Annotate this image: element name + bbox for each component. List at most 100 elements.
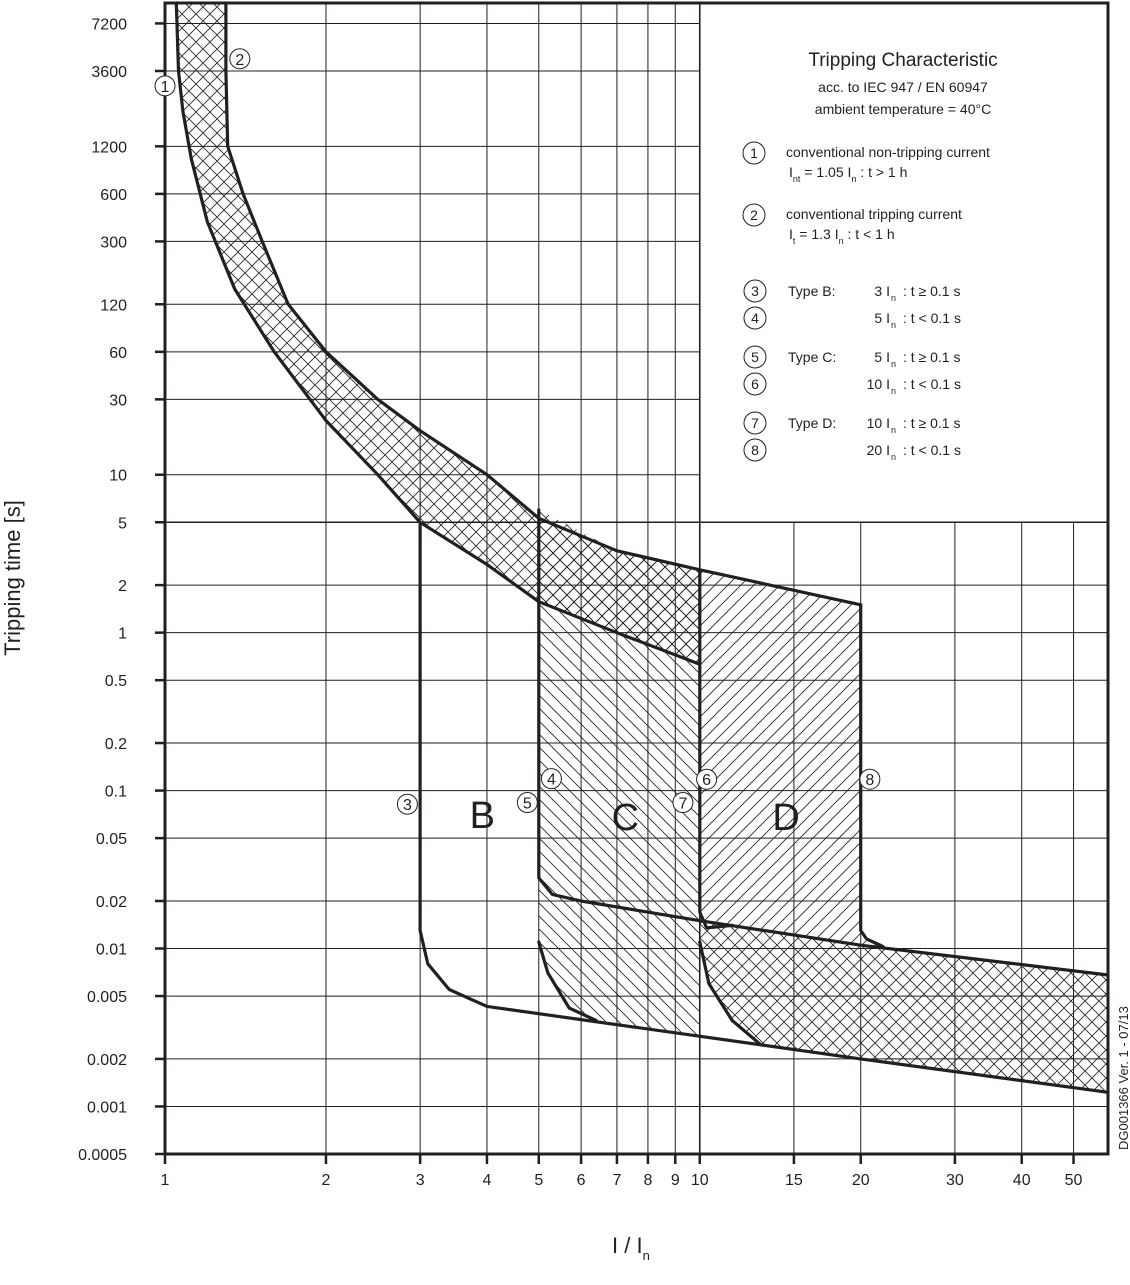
x-tick-label: 6 — [577, 1172, 586, 1189]
legend-type-item-6-number: 6 — [751, 376, 759, 392]
type-d-hatch — [699, 569, 883, 947]
y-tick-label: 60 — [109, 345, 127, 362]
legend-subscript: n — [891, 425, 896, 435]
legend-condition: : t ≥ 0.1 s — [903, 415, 960, 431]
legend-subscript: n — [891, 320, 896, 330]
y-tick-label: 0.01 — [96, 942, 127, 959]
plot-frame — [163, 1, 1110, 1156]
curve-type-d-lower — [698, 940, 763, 1047]
y-tick-label: 0.0005 — [78, 1147, 127, 1164]
x-tick-label: 2 — [322, 1172, 331, 1189]
marker-circle — [154, 75, 176, 97]
legend-subscript: n — [891, 452, 896, 462]
legend-item-1-circle — [742, 141, 766, 165]
legend-type-label: Type B: — [788, 283, 835, 299]
legend-type-label: Type C: — [788, 349, 836, 365]
legend-subtitle: acc. to IEC 947 / EN 60947 — [818, 79, 988, 95]
x-tick-label: 20 — [852, 1172, 870, 1189]
formula-part: I — [789, 226, 793, 242]
legend-subscript: n — [891, 293, 896, 303]
marker-number: 3 — [403, 797, 412, 814]
y-tick-label: 0.1 — [105, 784, 127, 801]
x-tick-label: 7 — [612, 1172, 621, 1189]
x-tick-label: 10 — [691, 1172, 709, 1189]
legend-item-2-circle — [742, 203, 766, 227]
x-tick-label: 30 — [946, 1172, 964, 1189]
legend-type-item-7-circle — [743, 411, 767, 435]
legend-condition: : t ≥ 0.1 s — [903, 283, 960, 299]
x-axis-label-sub: n — [643, 1248, 650, 1263]
y-tick-label: 1200 — [91, 139, 127, 156]
legend-condition: : t < 0.1 s — [903, 442, 961, 458]
curve-type-c-lower — [537, 940, 598, 1023]
legend-item-formula: It = 1.3 In : t < 1 h — [789, 226, 895, 246]
x-tick-label: 50 — [1065, 1172, 1083, 1189]
legend-type-item-3-circle — [743, 279, 767, 303]
marker-circle — [859, 768, 881, 790]
x-tick-label: 1 — [161, 1172, 170, 1189]
subscript: n — [851, 174, 856, 184]
legend-multiplier: 10 I — [867, 376, 890, 392]
curve-type-b — [418, 520, 1110, 1094]
legend-multiplier: 5 I — [874, 310, 890, 326]
marker-circle — [672, 792, 694, 814]
x-tick-label: 4 — [483, 1172, 492, 1189]
x-tick-label: 5 — [534, 1172, 543, 1189]
legend-type-item-5-number: 5 — [751, 349, 759, 365]
curve-type-d-upper — [698, 568, 734, 930]
x-tick-label: 15 — [785, 1172, 803, 1189]
legend-multiplier: 5 I — [874, 349, 890, 365]
formula-part: = 1.05 I — [800, 164, 851, 180]
subscript: nt — [793, 174, 801, 184]
region-label-c: C — [612, 797, 639, 839]
marker-circle — [516, 792, 538, 814]
y-tick-label: 0.2 — [105, 736, 127, 753]
y-tick-label: 0.02 — [96, 894, 127, 911]
x-axis-label: I / In — [612, 1233, 650, 1263]
legend-item-formula: Int = 1.05 In : t > 1 h — [789, 164, 907, 184]
x-tick-label: 3 — [416, 1172, 425, 1189]
curve-type-c-upper — [537, 508, 1110, 977]
instantaneous-band-hatch — [699, 920, 1108, 1093]
marker-number: 4 — [547, 772, 556, 789]
legend-type-item-8-circle — [743, 438, 767, 462]
grid — [163, 1, 1110, 1156]
y-tick-label: 5 — [118, 515, 127, 532]
y-tick-label: 0.001 — [87, 1099, 127, 1116]
y-axis-label: Tripping time [s] — [0, 500, 25, 656]
x-tick-label: 9 — [671, 1172, 680, 1189]
marker-7: 7 — [672, 792, 694, 814]
curve-type-d-right — [859, 603, 885, 949]
legend-multiplier: 3 I — [874, 283, 890, 299]
legend-type-label: Type D: — [788, 415, 836, 431]
legend-condition: : t < 0.1 s — [903, 376, 961, 392]
legend-item-desc: conventional tripping current — [786, 206, 962, 222]
curve-thermal-upper — [224, 1, 863, 607]
marker-1: 1 — [154, 75, 176, 97]
marker-number: 5 — [523, 796, 532, 813]
curves — [174, 1, 1110, 1094]
legend-item-desc: conventional non-tripping current — [786, 144, 990, 160]
y-tick-label: 10 — [109, 468, 127, 485]
marker-number: 8 — [865, 772, 874, 789]
marker-circle — [696, 768, 718, 790]
y-tick-label: 2 — [118, 578, 127, 595]
marker-2: 2 — [229, 48, 251, 70]
legend-type-item-3-number: 3 — [751, 283, 759, 299]
y-tick-label: 600 — [100, 187, 127, 204]
subscript: n — [839, 236, 844, 246]
legend-item-1-number: 1 — [750, 145, 758, 161]
marker-number: 6 — [702, 772, 711, 789]
marker-number: 2 — [235, 52, 244, 69]
legend-subscript: n — [891, 359, 896, 369]
marker-number: 7 — [678, 796, 687, 813]
document-id: DG001366 Ver. 1 - 07/13 — [1116, 1006, 1130, 1150]
legend-type-item-8-number: 8 — [751, 442, 759, 458]
legend-type-item-6-circle — [743, 372, 767, 396]
region-label-b: B — [470, 795, 495, 837]
marker-3: 3 — [396, 793, 418, 815]
legend-condition: : t ≥ 0.1 s — [903, 349, 960, 365]
formula-part: = 1.3 I — [795, 226, 838, 242]
y-tick-label: 0.005 — [87, 989, 127, 1006]
marker-8: 8 — [859, 768, 881, 790]
